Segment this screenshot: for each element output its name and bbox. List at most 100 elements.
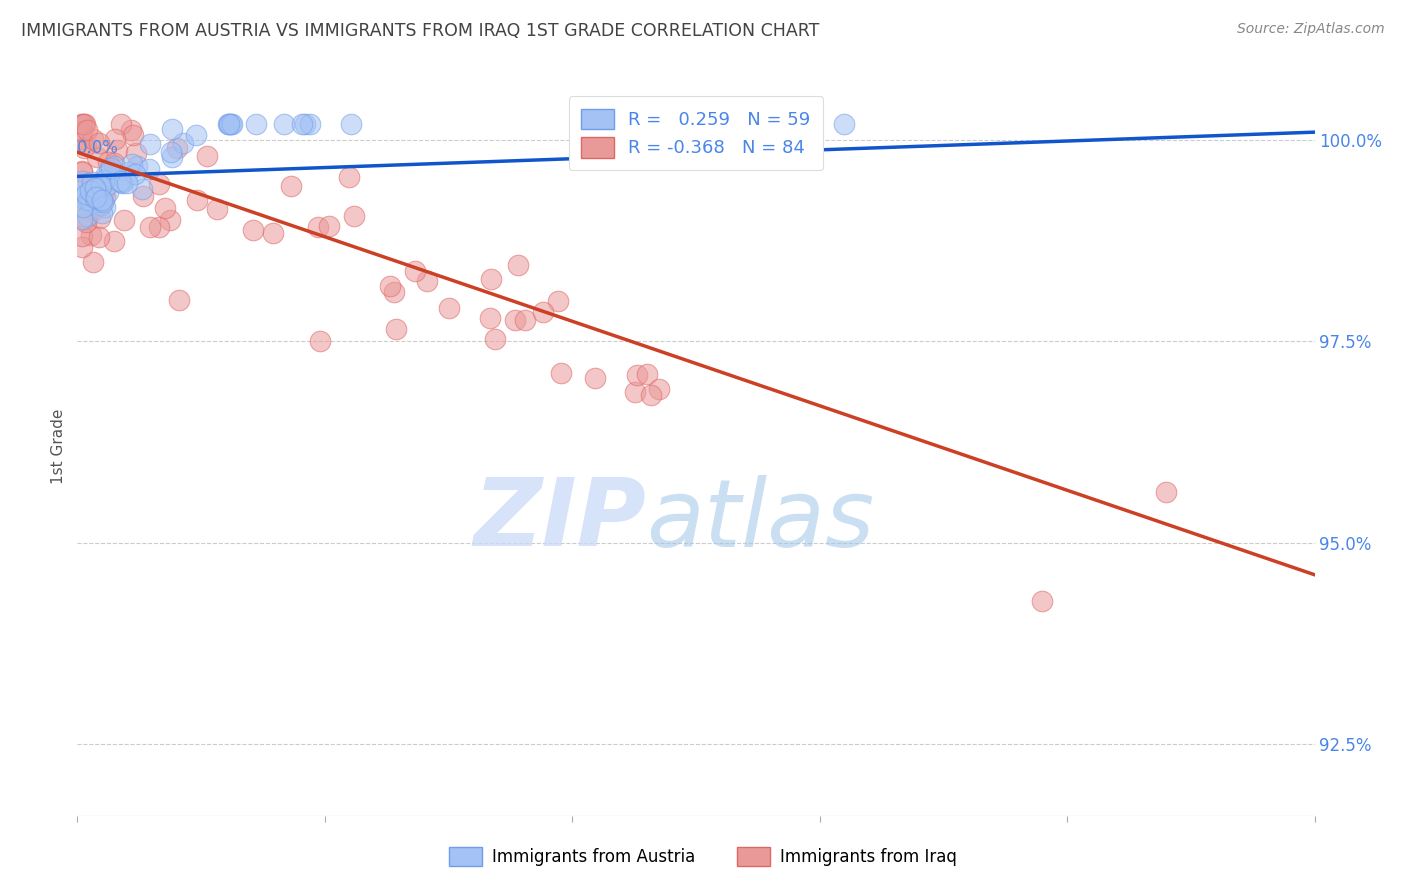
- Point: [73, 141, 96, 155]
- Point: [479, 311, 502, 326]
- Point: [72, 200, 94, 214]
- Point: [96, 178, 118, 192]
- Point: [160, 145, 183, 159]
- Point: [72, 165, 94, 179]
- Point: [111, 176, 134, 190]
- Point: [79, 185, 101, 199]
- Text: IMMIGRANTS FROM AUSTRIA VS IMMIGRANTS FROM IRAQ 1ST GRADE CORRELATION CHART: IMMIGRANTS FROM AUSTRIA VS IMMIGRANTS FR…: [21, 22, 820, 40]
- Point: [307, 220, 329, 235]
- Point: [416, 274, 439, 288]
- Point: [184, 128, 207, 142]
- Point: [97, 155, 120, 169]
- Point: [169, 293, 191, 307]
- Point: [166, 141, 188, 155]
- Point: [245, 117, 267, 131]
- Point: [162, 121, 184, 136]
- Point: [90, 178, 112, 193]
- Point: [91, 206, 114, 220]
- Point: [148, 220, 170, 235]
- Point: [84, 186, 107, 200]
- Point: [72, 174, 94, 188]
- Point: [84, 184, 107, 198]
- Point: [103, 235, 125, 249]
- Point: [115, 176, 138, 190]
- Point: [380, 278, 402, 293]
- Point: [97, 163, 120, 178]
- Point: [76, 209, 98, 223]
- Point: [195, 148, 218, 162]
- Point: [90, 198, 112, 212]
- Point: [382, 285, 405, 300]
- Point: [83, 181, 105, 195]
- Point: [1154, 485, 1177, 500]
- Point: [110, 117, 132, 131]
- Point: [340, 117, 363, 131]
- Point: [75, 212, 97, 227]
- Point: [479, 272, 502, 286]
- Point: [583, 371, 606, 385]
- Point: [76, 123, 98, 137]
- Text: ZIP: ZIP: [474, 474, 647, 566]
- Point: [309, 334, 332, 348]
- Point: [155, 201, 177, 215]
- Text: Source: ZipAtlas.com: Source: ZipAtlas.com: [1237, 22, 1385, 37]
- Point: [93, 172, 115, 186]
- Text: atlas: atlas: [647, 475, 875, 566]
- Point: [121, 128, 143, 142]
- Point: [93, 185, 115, 199]
- Point: [159, 212, 181, 227]
- Point: [484, 332, 506, 346]
- Point: [97, 185, 120, 199]
- Point: [72, 117, 94, 131]
- Point: [108, 174, 131, 188]
- Point: [104, 132, 127, 146]
- Point: [138, 161, 160, 176]
- Point: [112, 213, 135, 227]
- Point: [262, 226, 284, 240]
- Point: [221, 117, 243, 131]
- Point: [217, 117, 239, 131]
- Point: [1031, 594, 1053, 608]
- Point: [83, 202, 105, 217]
- Point: [162, 151, 184, 165]
- Point: [299, 117, 322, 131]
- Point: [84, 191, 107, 205]
- Point: [508, 259, 530, 273]
- Point: [117, 165, 139, 179]
- Point: [82, 132, 104, 146]
- Point: [343, 209, 366, 223]
- Point: [626, 368, 648, 383]
- Point: [124, 167, 146, 181]
- Point: [439, 301, 461, 315]
- Point: [84, 190, 107, 204]
- Point: [89, 185, 111, 199]
- Point: [131, 182, 153, 196]
- Point: [138, 137, 160, 152]
- Point: [515, 313, 537, 327]
- Point: [172, 136, 194, 151]
- Text: 0.0%: 0.0%: [77, 139, 120, 157]
- Point: [80, 228, 103, 243]
- Point: [72, 177, 94, 191]
- Point: [72, 228, 94, 243]
- Point: [82, 176, 104, 190]
- Point: [148, 178, 170, 192]
- Point: [72, 211, 94, 226]
- Y-axis label: 1st Grade: 1st Grade: [51, 409, 66, 483]
- Point: [125, 146, 148, 161]
- Point: [72, 117, 94, 131]
- Point: [89, 230, 111, 244]
- Point: [648, 382, 671, 396]
- Point: [132, 189, 155, 203]
- Point: [337, 170, 360, 185]
- Point: [205, 202, 228, 216]
- Point: [218, 117, 240, 131]
- Point: [86, 150, 108, 164]
- Point: [72, 124, 94, 138]
- Point: [77, 177, 100, 191]
- Point: [218, 117, 240, 131]
- Point: [76, 193, 98, 207]
- Point: [636, 368, 658, 382]
- Point: [73, 117, 96, 131]
- Point: [72, 198, 94, 212]
